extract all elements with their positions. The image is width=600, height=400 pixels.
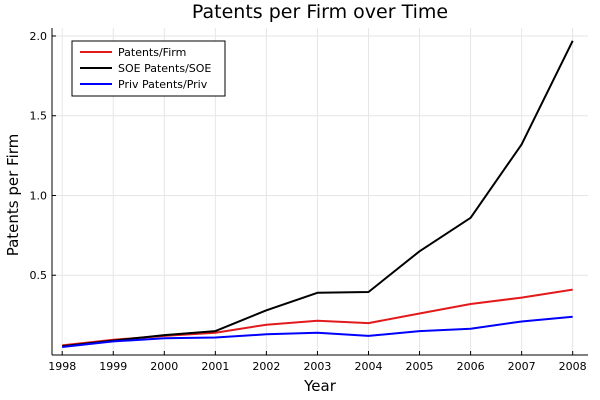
x-tick-label: 2005	[406, 360, 434, 373]
x-tick-label: 2003	[303, 360, 331, 373]
axes	[51, 28, 588, 356]
x-tick-label: 1998	[48, 360, 76, 373]
legend-label: Priv Patents/Priv	[118, 78, 208, 91]
legend-label: Patents/Firm	[118, 46, 186, 59]
y-tick-label: 1.0	[30, 189, 48, 202]
x-axis-title: Year	[303, 377, 337, 395]
x-tick-label: 2000	[150, 360, 178, 373]
tick-labels: 1998 1999 2000 2001 2002 2003 2004 2005 2006 2007…	[30, 30, 587, 373]
x-tick-label: 2006	[457, 360, 485, 373]
y-tick-label: 1.5	[30, 110, 48, 123]
y-tick-label: 2.0	[30, 30, 48, 43]
x-tick-label: 2007	[508, 360, 536, 373]
x-tick-label: 1999	[99, 360, 127, 373]
series-lines	[62, 40, 574, 348]
legend: Patents/Firm SOE Patents/SOE Priv Patents/…	[71, 40, 226, 97]
x-tick-label: 2004	[354, 360, 382, 373]
legend-label: SOE Patents/SOE	[118, 62, 211, 75]
series-line-2	[62, 40, 574, 348]
y-axis-title: Patents per Firm	[4, 134, 22, 257]
chart-title: Patents per Firm over Time	[192, 1, 448, 23]
x-tick-label: 2001	[201, 360, 229, 373]
x-tick-label: 2002	[252, 360, 280, 373]
series-line-3	[62, 315, 573, 348]
x-tick-label: 2008	[559, 360, 587, 373]
y-tick-label: 0.5	[30, 269, 48, 282]
grid	[52, 28, 588, 355]
